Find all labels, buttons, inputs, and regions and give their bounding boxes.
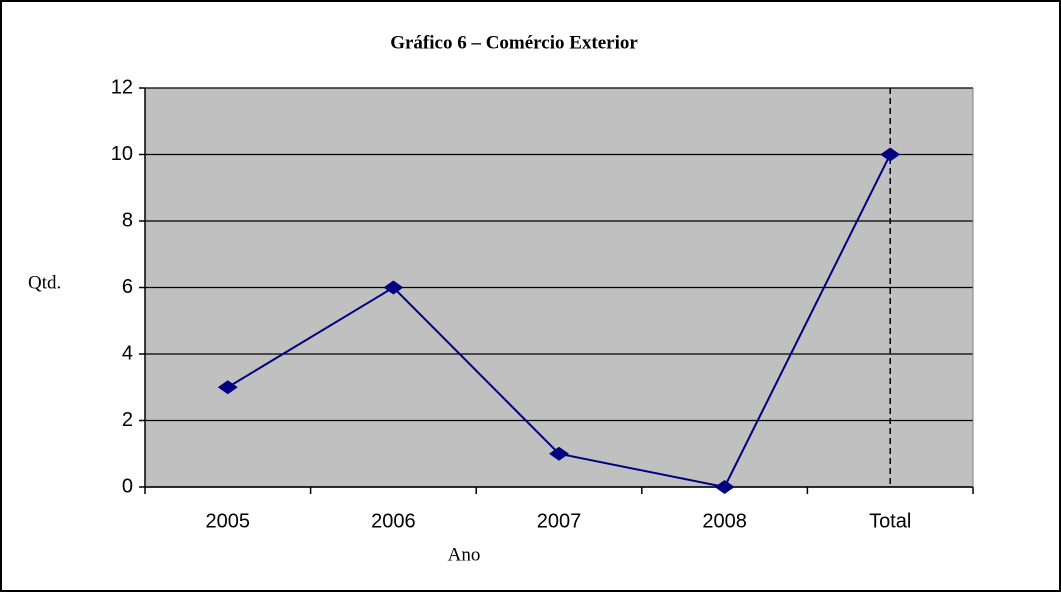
- x-tick-label: 2007: [537, 510, 582, 532]
- y-tick-label: 10: [111, 143, 133, 165]
- y-tick-label: 4: [122, 342, 133, 364]
- marker: [383, 280, 404, 295]
- y-tick-label: 2: [122, 409, 133, 431]
- marker: [217, 380, 238, 395]
- x-axis-label: Ano: [448, 544, 481, 565]
- y-tick-label: 0: [122, 475, 133, 497]
- x-tick-label: 2006: [371, 510, 416, 532]
- chart-title: Gráfico 6 – Comércio Exterior: [390, 32, 638, 53]
- marker: [880, 147, 901, 162]
- y-axis-label: Qtd.: [28, 272, 61, 293]
- y-tick-label: 12: [111, 76, 133, 98]
- marker: [714, 480, 735, 494]
- x-tick-label: Total: [869, 510, 911, 532]
- x-tick-label: 2008: [702, 510, 747, 532]
- marker: [549, 446, 569, 461]
- y-tick-label: 8: [122, 209, 133, 231]
- y-tick-label: 6: [122, 276, 133, 298]
- x-tick-label: 2005: [206, 510, 251, 532]
